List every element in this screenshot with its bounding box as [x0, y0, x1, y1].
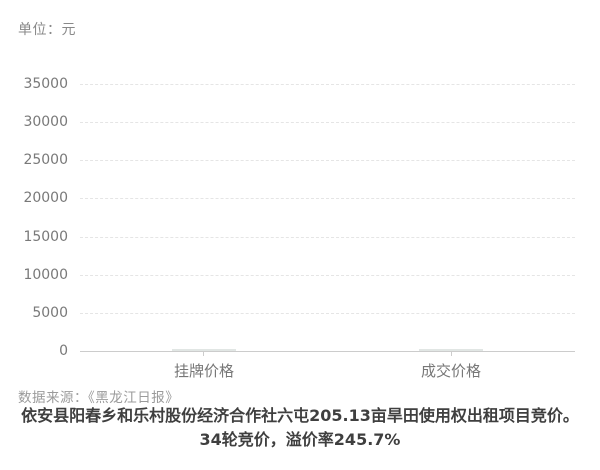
caption-line-2: 34轮竞价，溢价率245.7% — [199, 430, 401, 449]
y-axis-tick-label: 10000 — [23, 266, 68, 283]
unit-label: 单位：元 — [18, 22, 76, 38]
gridline — [80, 84, 575, 85]
x-axis-category-label: 挂牌价格 — [173, 362, 234, 380]
y-axis-tick-label: 5000 — [32, 304, 68, 321]
plot-area: 挂牌价格 成交价格 — [80, 84, 575, 380]
chart-caption: 依安县阳春乡和乐村股份经济合作社六屯205.13亩旱田使用权出租项目竞价。 34… — [0, 404, 600, 452]
gridline — [80, 122, 575, 124]
y-axis-tick-label: 0 — [59, 343, 68, 359]
bar-listing-price — [172, 348, 236, 351]
gridline — [80, 198, 575, 200]
y-axis-tick-label: 25000 — [23, 152, 68, 169]
x-axis-line — [80, 351, 575, 352]
gridline — [80, 312, 575, 314]
y-axis-tick-label: 15000 — [23, 228, 68, 245]
caption-line-1: 依安县阳春乡和乐村股份经济合作社六屯205.13亩旱田使用权出租项目竞价。 — [21, 406, 579, 425]
gridline — [80, 274, 575, 276]
x-axis-tick — [203, 351, 204, 356]
y-axis-tick-label: 30000 — [23, 114, 68, 131]
y-axis-tick-label: 35000 — [23, 76, 68, 92]
bar-deal-price — [419, 348, 483, 351]
y-axis-tick-label: 20000 — [23, 190, 68, 207]
gridline — [80, 236, 575, 238]
y-axis-labels: 35000 30000 25000 20000 15000 10000 5000… — [0, 76, 68, 359]
gridline — [80, 160, 575, 162]
x-axis-tick — [451, 351, 452, 356]
x-axis-category-label: 成交价格 — [420, 362, 481, 380]
data-source-label: 数据来源：《黑龙江日报》 — [18, 390, 180, 406]
